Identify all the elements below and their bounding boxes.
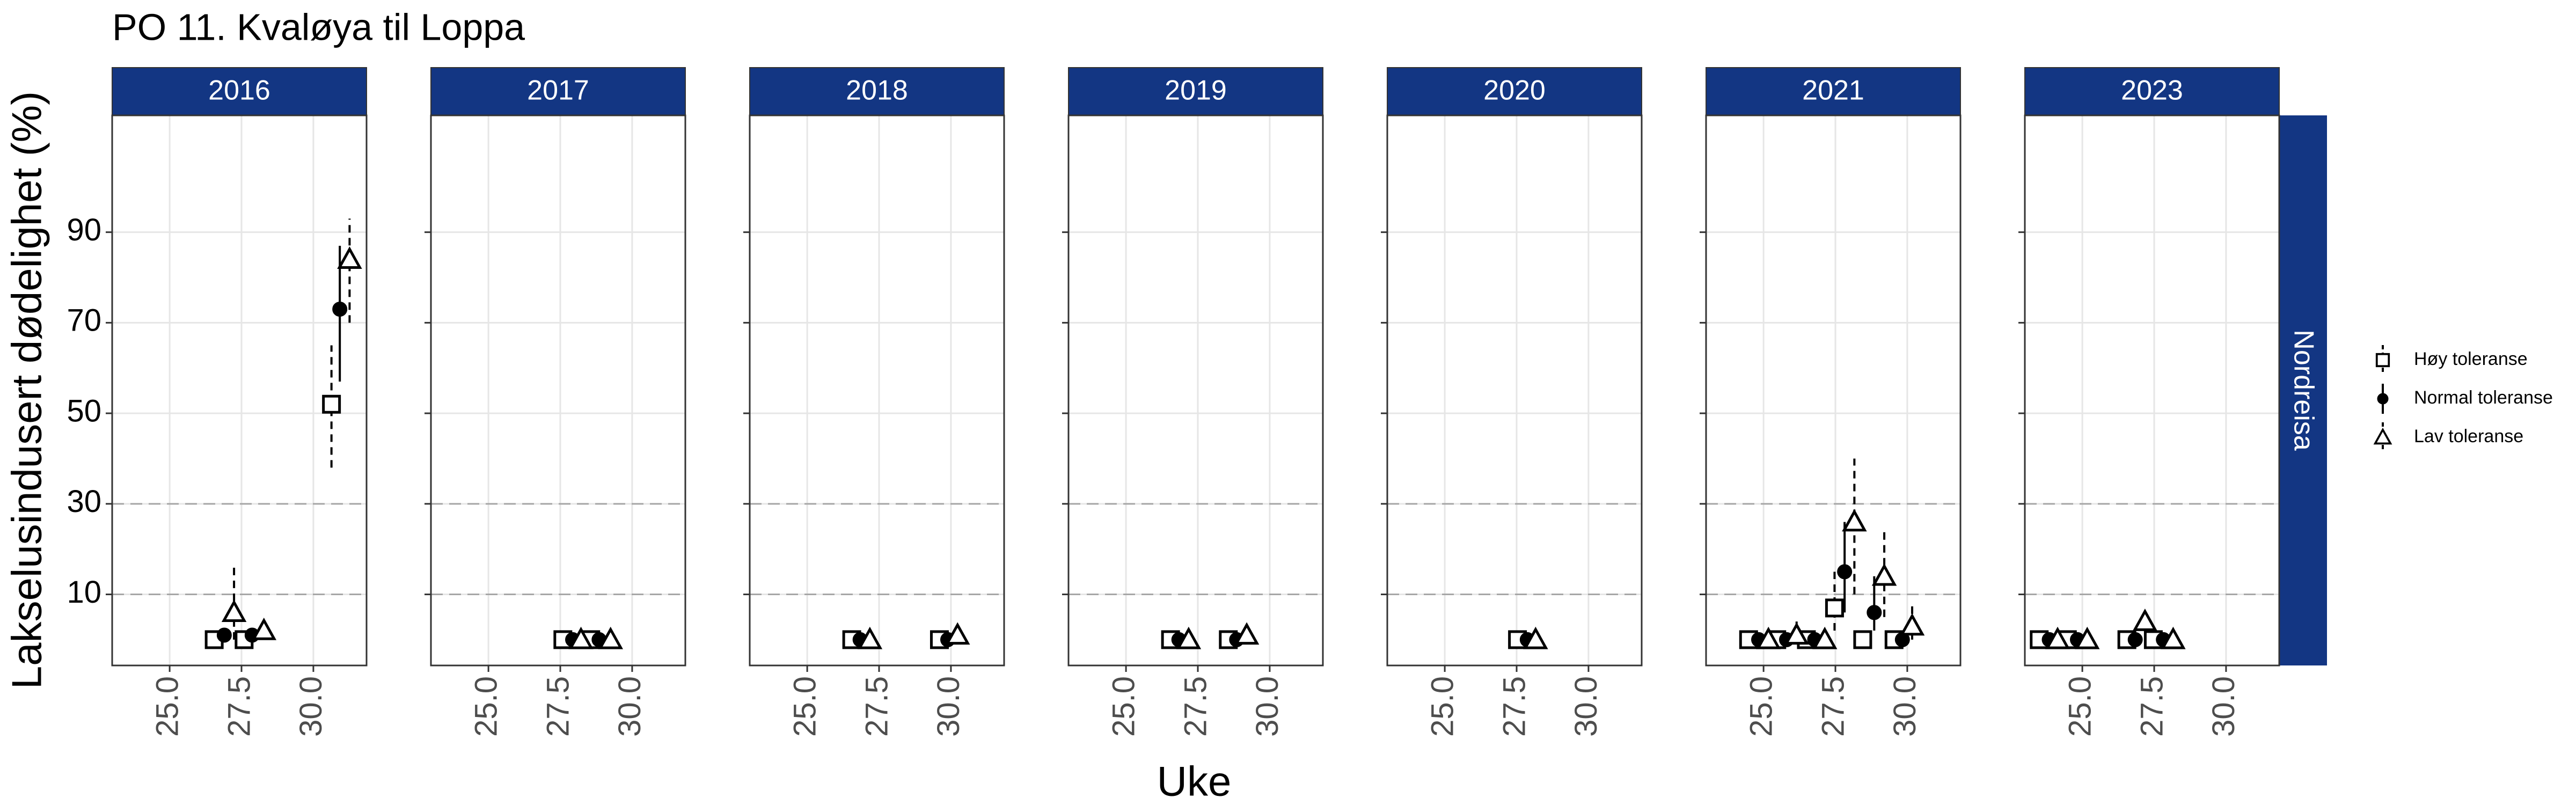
legend-marker <box>2375 353 2390 368</box>
point <box>1812 626 1838 649</box>
x-tick-label: 30.0 <box>612 676 647 737</box>
strip-label: 2020 <box>1483 75 1546 106</box>
point <box>332 302 348 317</box>
panel-background <box>750 115 1004 665</box>
legend-label: Lav toleranse <box>2414 426 2523 447</box>
strip-label: 2016 <box>208 75 270 106</box>
panel-background <box>1706 115 1960 665</box>
panel-border <box>749 114 1005 667</box>
x-tick-label: 27.5 <box>1816 676 1850 737</box>
point <box>2161 626 2186 649</box>
point <box>337 246 362 269</box>
point <box>598 626 623 649</box>
x-tick-label: 25.0 <box>1744 676 1779 737</box>
x-tick-label: 25.0 <box>787 676 822 737</box>
point <box>216 627 232 643</box>
strip <box>112 67 367 116</box>
x-tick-label: 27.5 <box>859 676 894 737</box>
legend-label: Høy toleranse <box>2414 349 2528 369</box>
y-tick-label: 90 <box>67 213 101 247</box>
legend-marker <box>2373 427 2392 445</box>
y-tick-label: 10 <box>67 575 101 610</box>
point <box>1755 626 1781 649</box>
strip <box>1387 67 1642 116</box>
y-tick-label: 70 <box>67 303 101 338</box>
x-tick-label: 25.0 <box>469 676 503 737</box>
point <box>2132 609 2158 631</box>
panel-border <box>430 114 686 667</box>
point <box>1784 622 1809 645</box>
point <box>1853 630 1872 649</box>
strip <box>1068 67 1323 116</box>
x-tick-label: 25.0 <box>1106 676 1141 737</box>
x-tick-label: 25.0 <box>1425 676 1460 737</box>
panel-background <box>2025 115 2279 665</box>
x-tick-label: 30.0 <box>1887 676 1922 737</box>
y-tick-label: 30 <box>67 484 101 519</box>
strip-label: 2018 <box>846 75 908 106</box>
legend-marker <box>2377 393 2389 405</box>
point <box>2045 626 2070 649</box>
x-tick-label: 30.0 <box>931 676 966 737</box>
point <box>1871 563 1897 586</box>
point <box>2127 632 2143 647</box>
panel-background <box>1387 115 1642 665</box>
x-tick-label: 30.0 <box>294 676 328 737</box>
x-tick-label: 30.0 <box>2206 676 2241 737</box>
strip-label: 2023 <box>2121 75 2183 106</box>
point <box>1234 622 1260 645</box>
point <box>857 626 883 649</box>
strip <box>2024 67 2280 116</box>
panel-background <box>112 115 367 665</box>
strip <box>430 67 686 116</box>
panel-border <box>2024 114 2280 667</box>
x-tick-label: 30.0 <box>1569 676 1604 737</box>
panel-border <box>111 114 368 667</box>
point <box>1825 598 1844 618</box>
strip-label: 2021 <box>1802 75 1864 106</box>
panel-border <box>1067 114 1324 667</box>
x-tick-label: 27.5 <box>2134 676 2169 737</box>
panel-background <box>1069 115 1323 665</box>
strip-label: 2019 <box>1165 75 1227 106</box>
x-tick-label: 25.0 <box>2062 676 2097 737</box>
x-tick-label: 30.0 <box>1250 676 1285 737</box>
point <box>945 622 970 645</box>
x-axis-label: Uke <box>1157 758 1232 805</box>
panel-border <box>1705 114 1962 667</box>
point <box>221 599 247 622</box>
facet-strip <box>2277 115 2327 665</box>
x-tick-label: 27.5 <box>222 676 257 737</box>
x-tick-label: 27.5 <box>1497 676 1532 737</box>
point <box>1176 626 1202 649</box>
y-axis-label: Lakselusindusert dødelighet (%) <box>3 91 50 689</box>
x-tick-label: 25.0 <box>150 676 185 737</box>
point <box>1837 564 1853 580</box>
point <box>1899 613 1925 636</box>
x-tick-label: 27.5 <box>1178 676 1213 737</box>
strip <box>1706 67 1961 116</box>
strip <box>749 67 1005 116</box>
point <box>568 626 594 649</box>
facet-label: Nordreisa <box>2288 330 2319 450</box>
x-tick-label: 27.5 <box>540 676 575 737</box>
strip-label: 2017 <box>527 75 589 106</box>
panel-background <box>431 115 685 665</box>
panel-border <box>1386 114 1643 667</box>
point <box>1867 605 1882 620</box>
legend-label: Normal toleranse <box>2414 387 2553 408</box>
point <box>1842 509 1867 532</box>
point <box>2074 626 2100 649</box>
chart-title: PO 11. Kvaløya til Loppa <box>112 6 525 48</box>
point <box>251 617 277 640</box>
y-tick-label: 50 <box>67 393 101 428</box>
point <box>322 394 341 414</box>
point <box>1523 626 1548 649</box>
